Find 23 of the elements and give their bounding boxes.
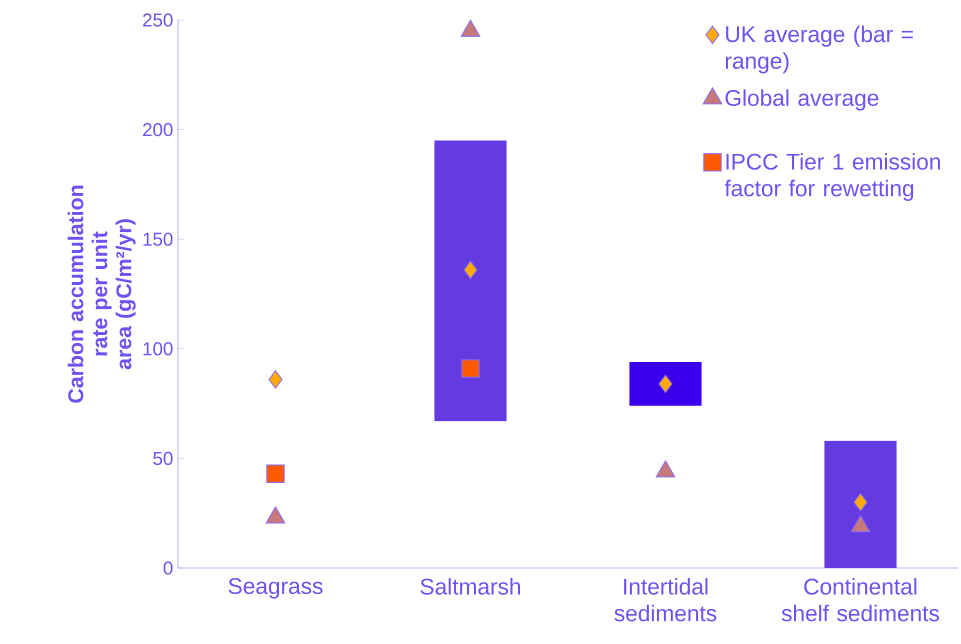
x-tick-label: Intertidal sediments bbox=[614, 578, 716, 622]
y-tick-label: 200 bbox=[143, 122, 173, 136]
x-tick-label: Seagrass bbox=[228, 578, 323, 599]
x-tick-label: Saltmarsh bbox=[420, 578, 520, 595]
legend-label: UK average (bar = range) bbox=[726, 26, 913, 74]
bar bbox=[824, 440, 897, 568]
y-axis-title: Carbon accumulation rate per unit area (gC/m²/yr) bbox=[68, 186, 136, 403]
point bbox=[658, 374, 673, 394]
point bbox=[266, 464, 285, 483]
y-tick-label: 100 bbox=[144, 342, 173, 356]
point bbox=[268, 370, 283, 389]
y-tick-label: 150 bbox=[144, 232, 173, 246]
legend-label: IPCC Tier 1 emission factor for rewetting bbox=[724, 153, 940, 201]
legend-label: Global average bbox=[726, 89, 878, 110]
y-tick-label: 0 bbox=[164, 561, 173, 575]
bar bbox=[434, 140, 507, 422]
point bbox=[463, 260, 478, 280]
x-tick-label: Continental shelf sediments bbox=[782, 578, 940, 622]
point bbox=[461, 359, 480, 378]
y-tick-label: 250 bbox=[143, 13, 173, 27]
y-tick-label: 50 bbox=[153, 452, 173, 466]
bar bbox=[629, 362, 702, 406]
point bbox=[853, 493, 868, 512]
